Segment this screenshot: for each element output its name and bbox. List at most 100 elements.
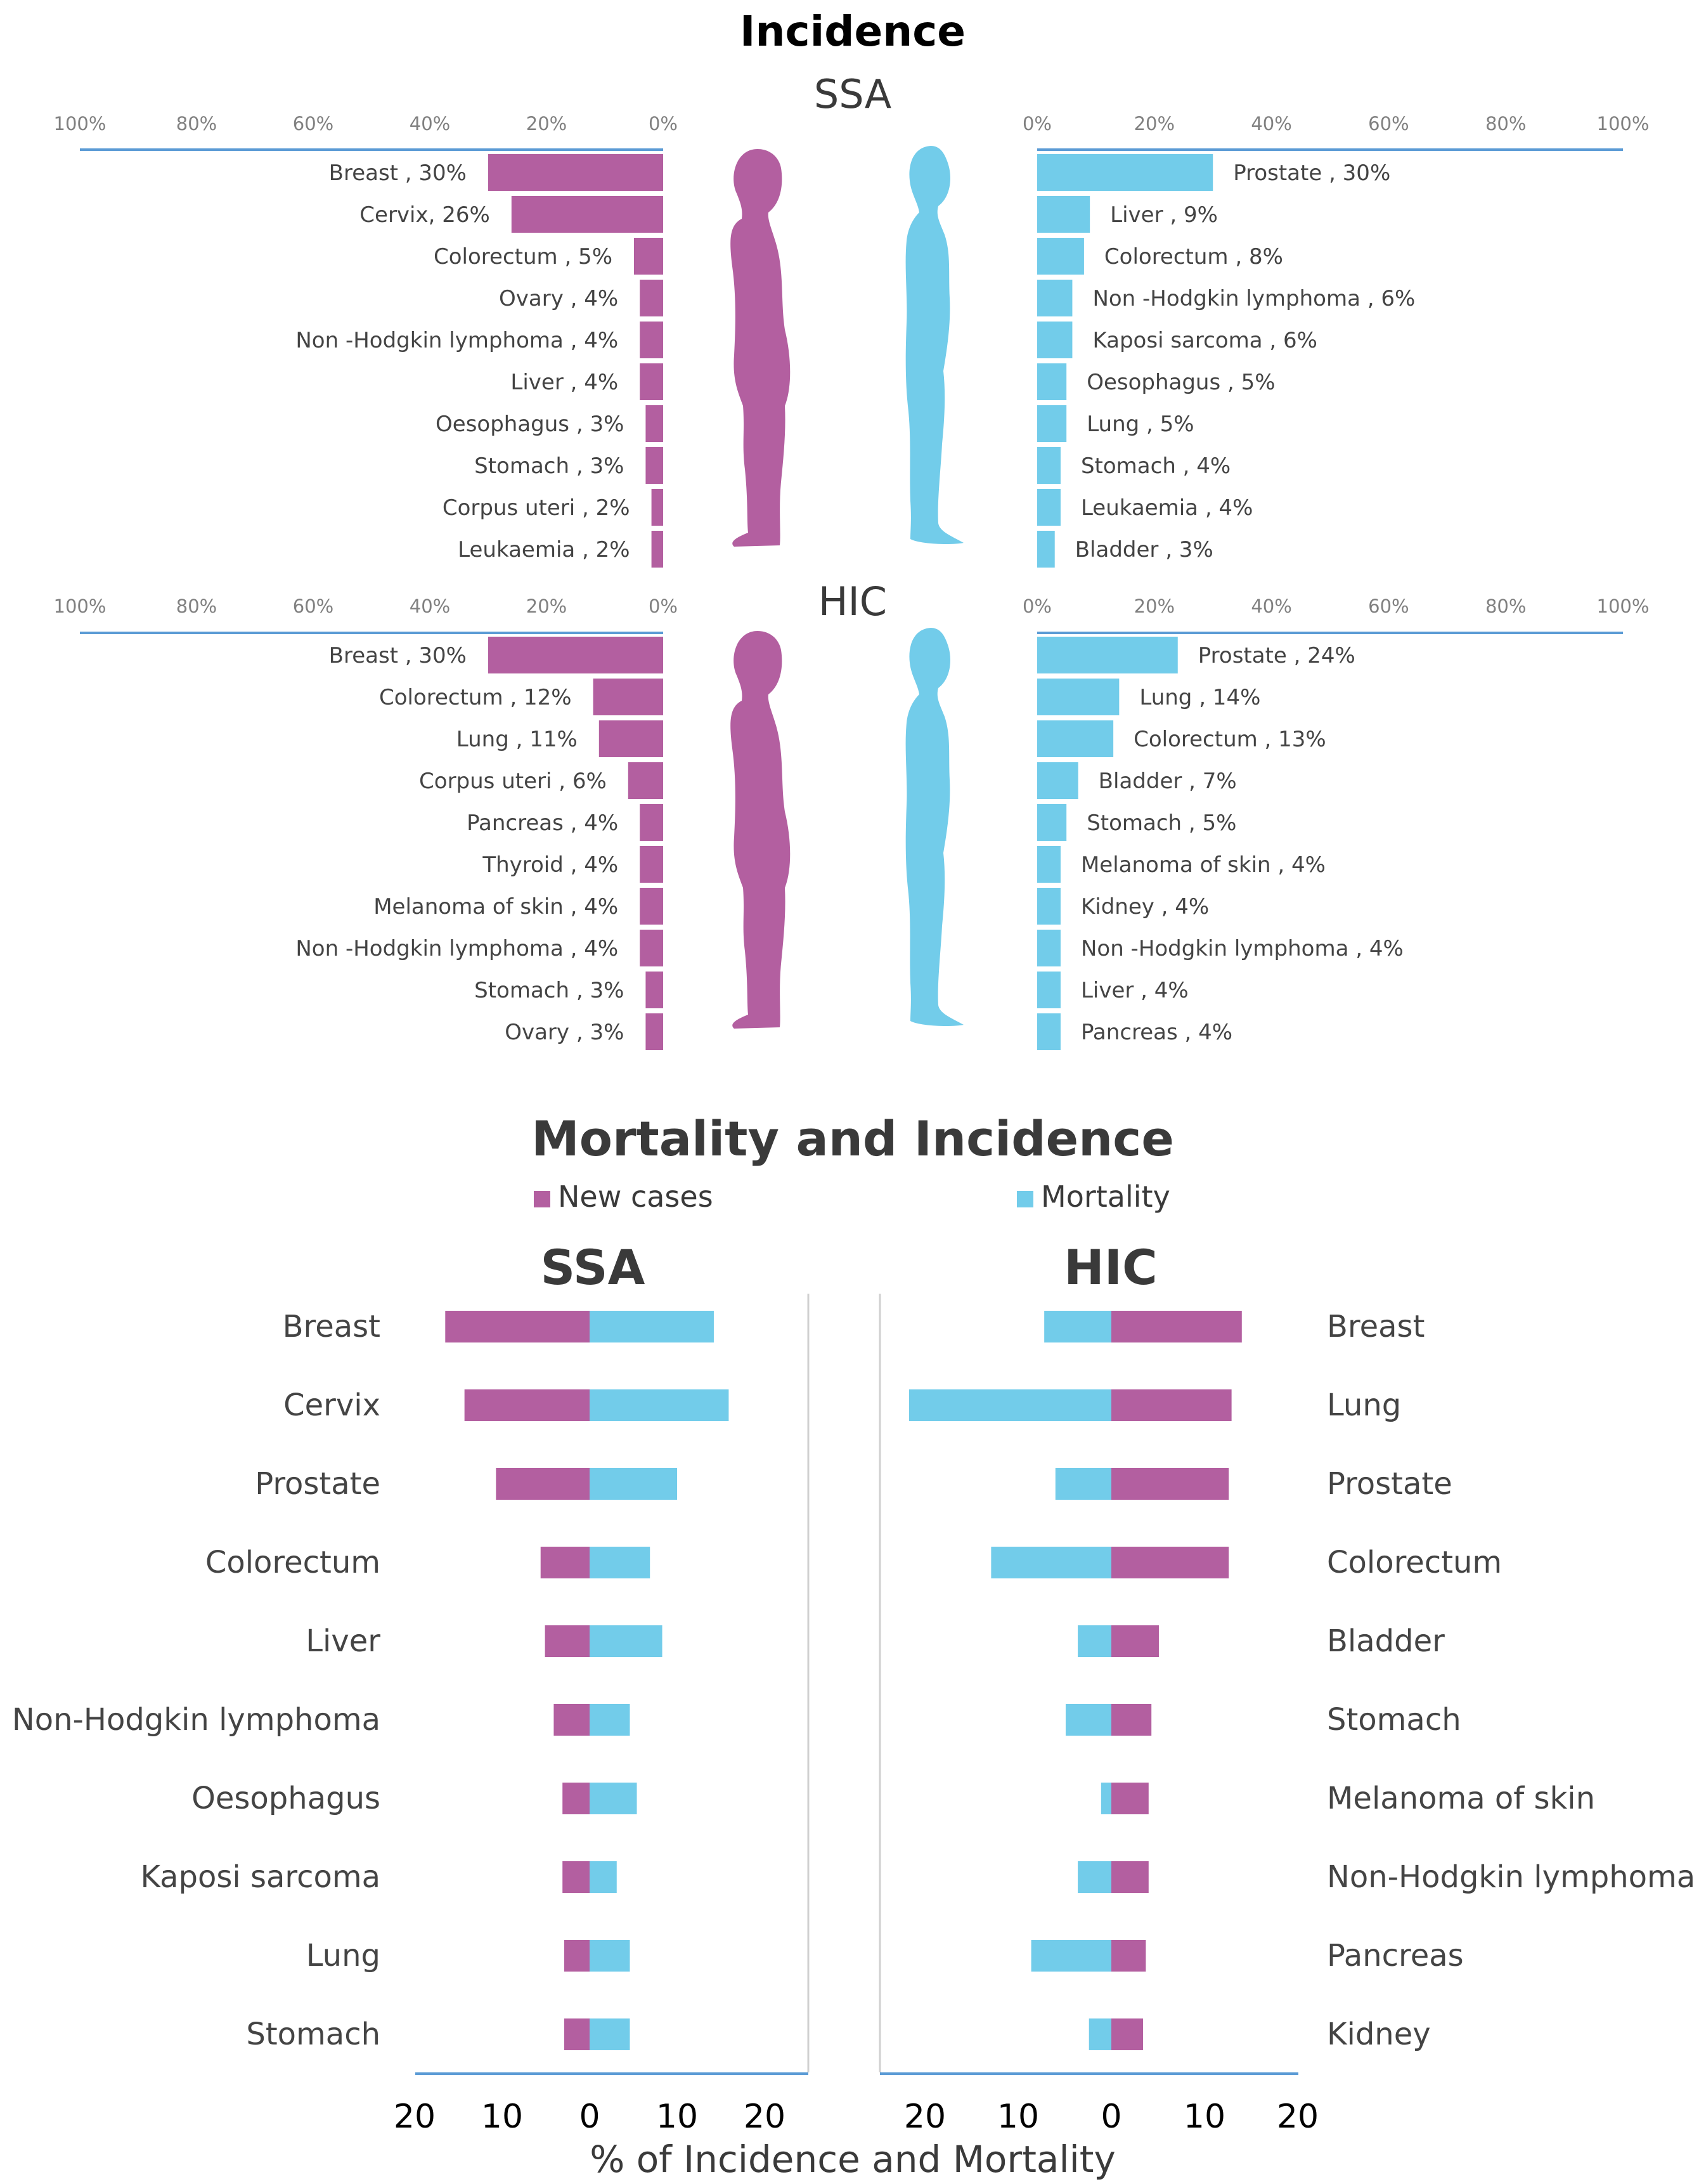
- bar-label-male-prostate: Prostate , 30%: [1233, 160, 1390, 186]
- xtick-left-2: 60%: [293, 113, 333, 134]
- ssa-bar-mortality-prostate: [590, 1468, 677, 1500]
- hic-bar-mortality-melanoma-of-skin: [1101, 1783, 1111, 1814]
- bar-label-female-corpus-uteri: Corpus uteri , 6%: [419, 769, 607, 794]
- bar-label-male-pancreas: Pancreas , 4%: [1081, 1020, 1232, 1045]
- mortality-hic-chart: 20 10 0 10 20 Breast Lung Prostate Colorectum Bla…: [879, 1294, 1695, 2136]
- bar-label-female-breast: Breast , 30%: [329, 643, 467, 668]
- bar-label-female-lung: Lung , 11%: [456, 727, 578, 752]
- hic-bar-new-cases-stomach: [1111, 1704, 1152, 1736]
- xtick-right-2: 40%: [1251, 595, 1291, 617]
- hic-bar-mortality-bladder: [1078, 1625, 1111, 1657]
- xtick-right-5: 100%: [1597, 113, 1650, 134]
- bar-female-pancreas: [640, 804, 663, 841]
- hic-bar-mortality-colorectum: [991, 1547, 1111, 1578]
- bar-label-male-non-hodgkin-lymphoma: Non -Hodgkin lymphoma , 4%: [1081, 936, 1404, 961]
- ssa-category-label-kaposi-sarcoma: Kaposi sarcoma: [140, 1859, 380, 1895]
- mortality-ssa-heading: SSA: [541, 1239, 645, 1296]
- ssa-category-label-oesophagus: Oesophagus: [191, 1781, 380, 1816]
- ssa-bar-mortality-kaposi-sarcoma: [590, 1861, 617, 1893]
- xtick-right-1: 20%: [1134, 113, 1175, 134]
- xtick-left-3: 40%: [410, 113, 450, 134]
- ssa-bar-mortality-breast: [590, 1311, 714, 1342]
- xtick-right-5: 100%: [1597, 595, 1650, 617]
- bar-male-lung: [1037, 405, 1067, 442]
- hic-category-label-pancreas: Pancreas: [1327, 1938, 1464, 1973]
- hic-bar-mortality-non-hodgkin-lymphoma: [1078, 1861, 1111, 1893]
- ssa-bar-new-cases-oesophagus: [562, 1783, 590, 1814]
- bar-female-oesophagus: [645, 405, 663, 442]
- bar-label-female-cervix: Cervix, 26%: [359, 202, 490, 228]
- bar-male-lung: [1037, 679, 1120, 715]
- bar-female-non-hodgkin-lymphoma: [640, 322, 663, 358]
- bar-label-female-non-hodgkin-lymphoma: Non -Hodgkin lymphoma , 4%: [295, 328, 618, 353]
- bar-male-kidney: [1037, 888, 1061, 925]
- ssa-bar-new-cases-kaposi-sarcoma: [562, 1861, 590, 1893]
- bar-label-male-liver: Liver , 9%: [1110, 202, 1218, 228]
- ssa-bar-mortality-non-hodgkin-lymphoma: [590, 1704, 630, 1736]
- xtick-left-5: 0%: [649, 113, 678, 134]
- ssa-category-label-non-hodgkin-lymphoma: Non-Hodgkin lymphoma: [12, 1702, 380, 1738]
- xtick-left-0: 100%: [54, 113, 107, 134]
- ssa-bar-new-cases-lung: [564, 1940, 590, 1972]
- bar-label-male-stomach: Stomach , 5%: [1087, 810, 1236, 836]
- bar-label-female-breast: Breast , 30%: [329, 160, 467, 186]
- bar-label-female-leukaemia: Leukaemia , 2%: [458, 537, 630, 562]
- ssa-xtick-2: 0: [579, 2098, 600, 2136]
- male-silhouette-icon-ssa: [905, 146, 964, 544]
- ssa-bar-new-cases-prostate: [496, 1468, 590, 1500]
- bar-label-female-ovary: Ovary , 4%: [499, 286, 618, 311]
- xtick-left-5: 0%: [649, 595, 678, 617]
- bar-female-ovary: [640, 280, 663, 316]
- xtick-left-1: 80%: [176, 113, 217, 134]
- xtick-right-2: 40%: [1251, 113, 1291, 134]
- ssa-bar-mortality-lung: [590, 1940, 630, 1972]
- legend-label-new-cases: New cases: [558, 1180, 713, 1214]
- hic-bar-mortality-breast: [1044, 1311, 1111, 1342]
- hic-category-label-non-hodgkin-lymphoma: Non-Hodgkin lymphoma: [1327, 1859, 1695, 1895]
- xtick-left-3: 40%: [410, 595, 450, 617]
- bar-female-liver: [640, 363, 663, 400]
- hic-category-label-kidney: Kidney: [1327, 2017, 1431, 2052]
- ssa-bar-mortality-cervix: [590, 1389, 729, 1421]
- bar-label-male-lung: Lung , 14%: [1139, 685, 1260, 710]
- bar-label-female-corpus-uteri: Corpus uteri , 2%: [443, 495, 630, 521]
- hic-category-label-colorectum: Colorectum: [1327, 1545, 1502, 1580]
- hic-category-label-breast: Breast: [1327, 1309, 1425, 1344]
- ssa-category-label-liver: Liver: [306, 1623, 380, 1659]
- bar-label-male-leukaemia: Leukaemia , 4%: [1081, 495, 1253, 521]
- bar-label-male-stomach: Stomach , 4%: [1081, 453, 1231, 479]
- ssa-xtick-4: 20: [744, 2098, 785, 2136]
- bar-label-female-non-hodgkin-lymphoma: Non -Hodgkin lymphoma , 4%: [295, 936, 618, 961]
- hic-xtick-0: 20: [904, 2098, 946, 2136]
- bar-male-bladder: [1037, 762, 1078, 799]
- bar-female-breast: [488, 154, 663, 191]
- ssa-bar-mortality-stomach: [590, 2018, 630, 2050]
- female-silhouette-shape: [730, 149, 791, 547]
- bar-female-stomach: [645, 447, 663, 484]
- bar-female-corpus-uteri: [628, 762, 663, 799]
- ssa-bar-new-cases-stomach: [564, 2018, 590, 2050]
- xtick-left-4: 20%: [526, 595, 567, 617]
- ssa-xtick-3: 10: [656, 2098, 698, 2136]
- male-silhouette-icon-hic: [905, 628, 964, 1026]
- bar-label-male-colorectum: Colorectum , 13%: [1134, 727, 1326, 752]
- hic-xtick-1: 10: [997, 2098, 1039, 2136]
- xtick-right-4: 80%: [1485, 595, 1526, 617]
- bar-label-male-kaposi-sarcoma: Kaposi sarcoma , 6%: [1092, 328, 1317, 353]
- bar-male-stomach: [1037, 447, 1061, 484]
- hic-bar-new-cases-colorectum: [1111, 1547, 1229, 1578]
- ssa-category-label-stomach: Stomach: [246, 2017, 380, 2052]
- bar-label-male-oesophagus: Oesophagus , 5%: [1087, 370, 1275, 395]
- bar-label-male-colorectum: Colorectum , 8%: [1104, 244, 1283, 270]
- bar-label-female-pancreas: Pancreas , 4%: [467, 810, 618, 836]
- xtick-right-4: 80%: [1485, 113, 1526, 134]
- bar-label-female-oesophagus: Oesophagus , 3%: [436, 412, 624, 437]
- legend-label-mortality: Mortality: [1041, 1180, 1170, 1214]
- ssa-category-label-colorectum: Colorectum: [205, 1545, 380, 1580]
- xtick-left-0: 100%: [54, 595, 107, 617]
- bar-label-female-colorectum: Colorectum , 12%: [379, 685, 572, 710]
- bar-female-stomach: [645, 972, 663, 1008]
- bar-male-prostate: [1037, 154, 1213, 191]
- bar-female-colorectum: [634, 238, 663, 275]
